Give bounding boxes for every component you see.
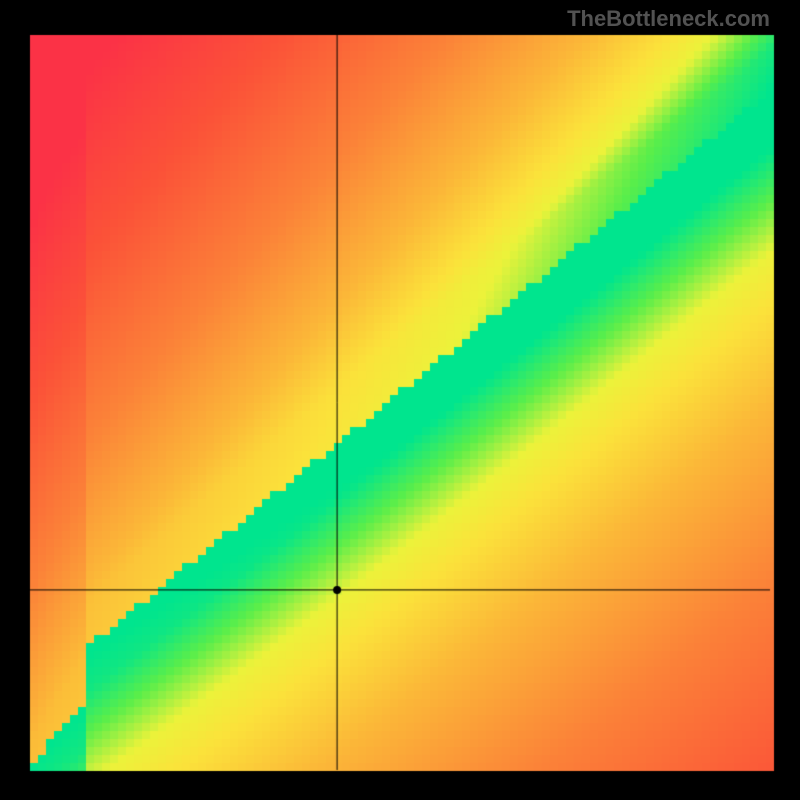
- watermark-text: TheBottleneck.com: [567, 6, 770, 32]
- chart-container: TheBottleneck.com: [0, 0, 800, 800]
- heatmap-canvas: [0, 0, 800, 800]
